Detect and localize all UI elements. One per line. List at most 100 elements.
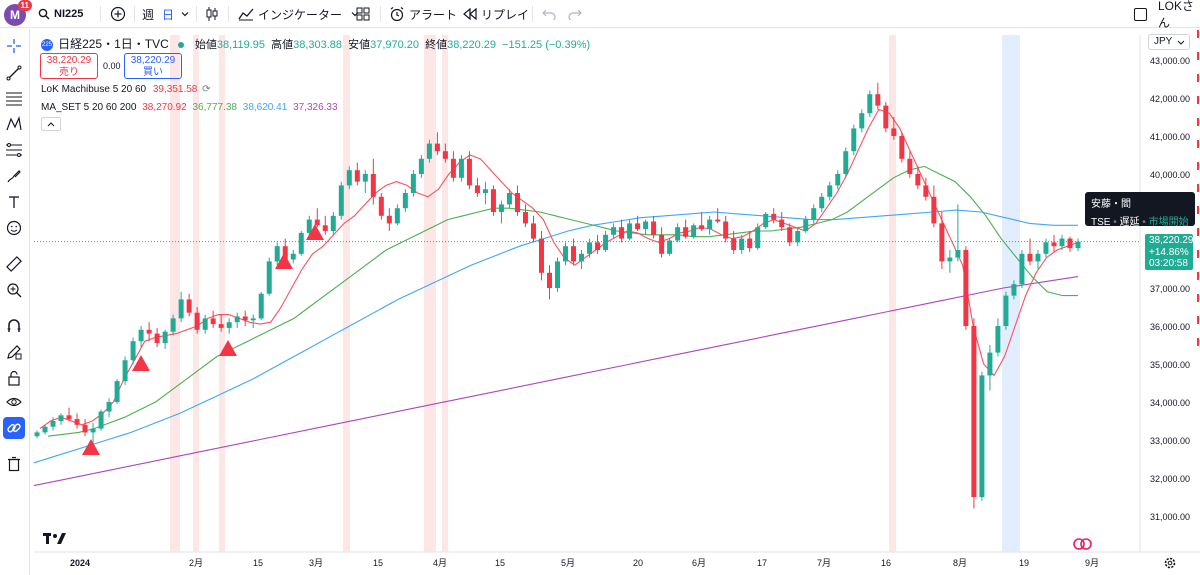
candle-body (603, 234, 609, 250)
redo-button[interactable] (568, 0, 582, 28)
candle-body (1043, 242, 1049, 254)
candle-body (394, 208, 400, 224)
checkbox-icon (1134, 7, 1147, 21)
pattern-tool[interactable] (3, 113, 25, 135)
indicator-2-legend[interactable]: MA_SET 5 20 60 200 38,270.92 36,777.38 3… (41, 102, 338, 113)
candle-body (314, 219, 320, 226)
emoji-tool[interactable] (3, 217, 25, 239)
candle-body (643, 221, 649, 230)
candle-body (98, 411, 104, 429)
candle-body (619, 227, 625, 239)
text-tool[interactable] (3, 191, 25, 213)
candle-body (771, 213, 777, 220)
compare-button[interactable] (110, 0, 126, 28)
fib-tool[interactable] (3, 139, 25, 161)
indicators-button[interactable]: インジケーター (238, 0, 360, 28)
candle-body (763, 213, 769, 228)
candle-body (490, 189, 496, 212)
logo-icon[interactable] (1072, 537, 1094, 556)
brush-icon (7, 170, 21, 183)
tooltip-exchange: TSE (1091, 217, 1111, 228)
user-name[interactable]: LOKさん (1158, 0, 1195, 30)
legend-title[interactable]: 日経225・1日・TVC (58, 37, 169, 51)
candle-body (82, 424, 88, 433)
trendline-tool[interactable] (3, 62, 25, 84)
delete-tool[interactable] (3, 453, 25, 475)
visibility-tool[interactable] (3, 391, 25, 413)
crosshair-tool[interactable] (3, 35, 25, 57)
candle-body (707, 219, 713, 230)
buy-price: 38,220.29 (130, 55, 176, 66)
lock-tool[interactable] (3, 367, 25, 389)
ruler-icon (6, 256, 22, 272)
replay-button[interactable]: リプレイ (463, 0, 529, 28)
highlight-band (170, 35, 180, 552)
chevron-up-icon (47, 122, 55, 127)
ma60-line (33, 209, 1078, 464)
candle-body (627, 223, 633, 239)
candle-body (963, 250, 969, 326)
candle-body (1003, 295, 1009, 326)
settings-button[interactable] (1163, 556, 1177, 575)
candle-body (659, 234, 665, 254)
brush-tool[interactable] (3, 165, 25, 187)
buy-label: 買い (143, 67, 163, 78)
undo-button[interactable] (542, 0, 556, 28)
buy-button[interactable]: 38,220.29 買い (124, 53, 182, 79)
currency-label: JPY (1154, 36, 1173, 47)
candle-body (130, 341, 136, 361)
candle-body (947, 257, 953, 262)
symbol-search[interactable]: NI225 (38, 0, 83, 28)
highlight-band (442, 35, 448, 552)
checkbox-user[interactable] (1134, 0, 1147, 28)
sell-button[interactable]: 38,220.29 売り (40, 53, 98, 79)
plus-circle-icon (110, 6, 126, 22)
zoom-tool[interactable] (3, 279, 25, 301)
horizontal-lines-tool[interactable] (3, 87, 25, 109)
chart-type-button[interactable] (205, 0, 219, 28)
lock-drawing-tool[interactable] (3, 341, 25, 363)
currency-select[interactable]: JPY (1148, 34, 1190, 50)
interval-day[interactable]: 日 (162, 7, 175, 22)
low-value: 37,970.20 (370, 39, 420, 51)
drawing-toolbar (0, 29, 30, 575)
user-avatar[interactable]: M 11 (4, 0, 32, 26)
candle-body (635, 223, 641, 230)
indicator-2-name: MA_SET 5 20 60 200 (41, 102, 137, 113)
candle-body (482, 189, 488, 193)
candle-body (154, 333, 160, 344)
candle-body (579, 253, 585, 262)
magnet-tool[interactable] (3, 315, 25, 337)
alert-button[interactable]: アラート (389, 0, 457, 28)
candle-body (851, 128, 857, 152)
candle-body (58, 415, 64, 421)
layouts-button[interactable] (356, 0, 370, 28)
candle-body (74, 419, 80, 425)
candle-body (218, 324, 224, 328)
interval-week[interactable]: 週 (142, 7, 155, 22)
candle-body (474, 185, 480, 193)
high-value: 38,303.88 (293, 39, 343, 51)
candle-body (571, 246, 577, 262)
interval-dropdown[interactable] (180, 0, 190, 28)
candle-body (322, 225, 328, 231)
candle-body (250, 318, 256, 321)
candle-body (122, 360, 128, 382)
candle-body (875, 94, 881, 106)
trash-icon (8, 456, 20, 472)
candle-body (346, 170, 352, 186)
time-tick-label: 2024 (70, 558, 90, 568)
buy-signal-marker (82, 439, 100, 455)
candle-body (715, 219, 721, 222)
measure-tool[interactable] (3, 253, 25, 275)
indicator-1-legend[interactable]: LoK Machibuse 5 20 60 39,351.58 ⟳ (41, 84, 211, 95)
link-tool[interactable] (3, 417, 25, 439)
candle-body (691, 225, 697, 237)
candle-body (178, 299, 184, 319)
close-value: 38,220.29 (447, 39, 497, 51)
last-price-value: 38,220.29 (1149, 235, 1194, 246)
alert-label: アラート (409, 7, 458, 22)
gear-icon (1164, 557, 1176, 569)
price-chart[interactable]: 43,000.0042,000.0041,000.0040,000.0039,0… (31, 29, 1200, 575)
collapse-legend-button[interactable] (41, 117, 61, 131)
